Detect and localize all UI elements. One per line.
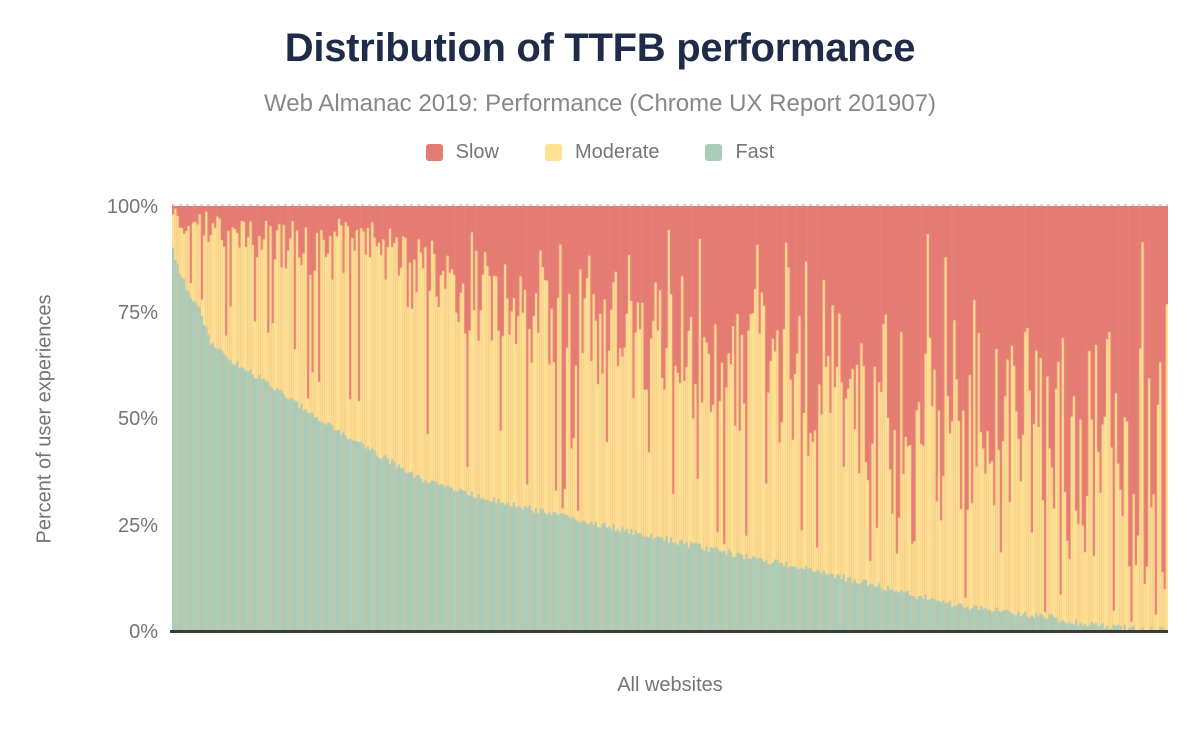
bars-canvas [172,206,1168,631]
legend-swatch-fast-icon [705,144,723,161]
legend-swatch-moderate-icon [544,144,562,161]
x-axis-line [170,630,1168,633]
legend-swatch-slow-icon [425,144,443,161]
y-tick-75: 75% [117,302,158,324]
legend-item-fast: Fast [705,141,774,164]
y-tick-0: 0% [129,621,158,643]
y-tick-100: 100% [106,196,158,218]
legend: Slow Moderate Fast [0,141,1200,164]
gridline-100-percent [172,204,1168,206]
chart-title: Distribution of TTFB performance [284,26,916,70]
y-tick-50: 50% [117,408,158,430]
legend-label-moderate: Moderate [574,141,660,163]
chart-subtitle: Web Almanac 2019: Performance (Chrome UX… [264,90,936,117]
x-axis-title: All websites [617,674,723,696]
legend-item-moderate: Moderate [544,141,660,164]
legend-label-fast: Fast [735,141,775,163]
legend-item-slow: Slow [425,141,499,164]
legend-label-slow: Slow [455,141,499,163]
y-tick-25: 25% [117,515,158,537]
